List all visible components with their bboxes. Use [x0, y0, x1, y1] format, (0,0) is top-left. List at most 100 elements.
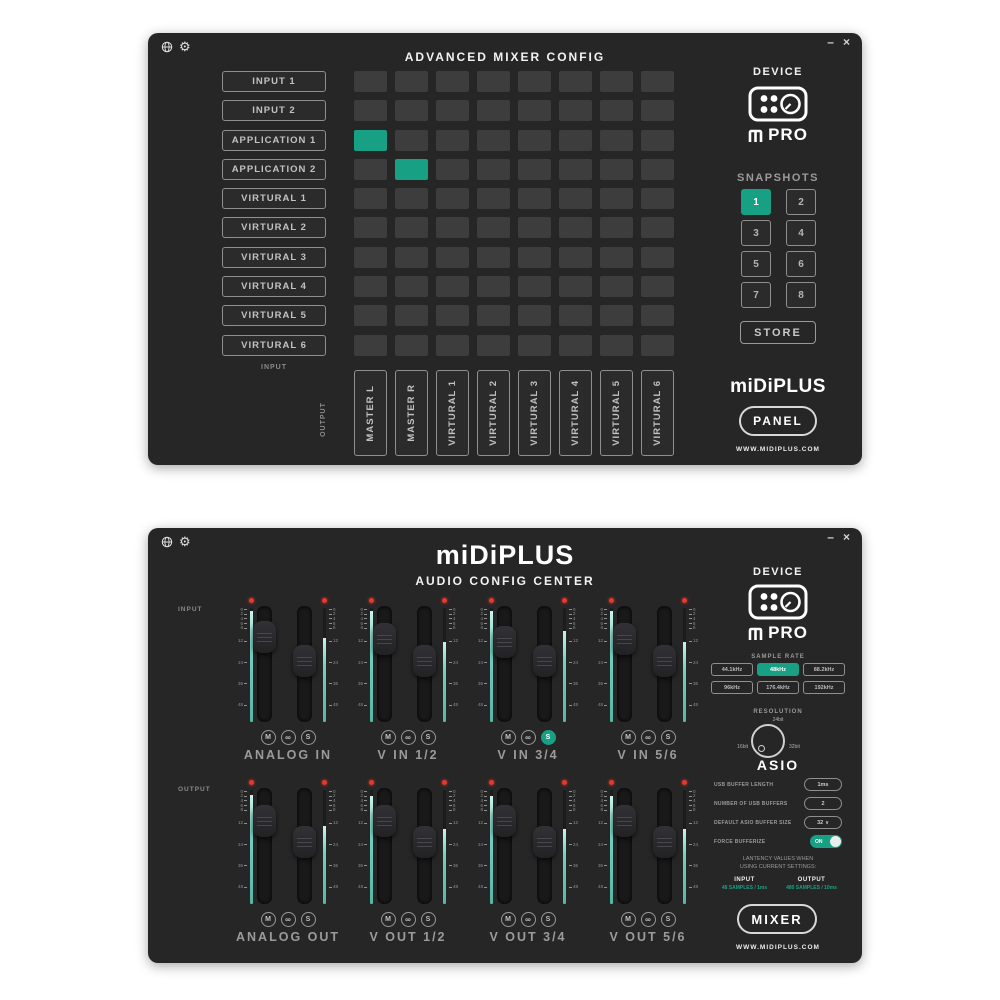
matrix-cell[interactable] — [559, 334, 592, 356]
sample-rate-48khz[interactable]: 48kHz — [757, 663, 799, 676]
matrix-cell[interactable] — [436, 246, 469, 268]
matrix-cell[interactable] — [477, 276, 510, 298]
matrix-row-virtural-4[interactable]: VIRTURAL 4 — [222, 276, 326, 298]
mute-button[interactable]: M — [380, 912, 396, 927]
matrix-row-virtural-6[interactable]: VIRTURAL 6 — [222, 334, 326, 356]
matrix-cell[interactable] — [436, 188, 469, 210]
matrix-cell[interactable] — [518, 129, 551, 151]
sample-rate-192khz[interactable]: 192kHz — [803, 681, 845, 694]
matrix-cell[interactable] — [559, 71, 592, 92]
matrix-cell[interactable] — [477, 100, 510, 122]
fader-knob[interactable] — [653, 644, 676, 677]
snapshot-button-6[interactable]: 6 — [786, 251, 816, 277]
link-channels-button[interactable]: ∞ — [280, 912, 296, 927]
link-channels-button[interactable]: ∞ — [640, 730, 656, 745]
matrix-cell[interactable] — [559, 276, 592, 298]
close-button[interactable]: × — [842, 530, 850, 544]
fader-knob[interactable] — [373, 622, 396, 655]
matrix-cell[interactable] — [477, 334, 510, 356]
matrix-cell[interactable] — [436, 217, 469, 239]
globe-icon[interactable] — [161, 536, 173, 548]
matrix-row-virtural-5[interactable]: VIRTURAL 5 — [222, 305, 326, 327]
matrix-cell[interactable] — [354, 188, 387, 210]
mixer-button[interactable]: MIXER — [737, 904, 817, 934]
matrix-cell[interactable] — [477, 71, 510, 92]
matrix-cell[interactable] — [395, 276, 428, 298]
matrix-cell[interactable] — [436, 71, 469, 92]
matrix-cell[interactable] — [395, 188, 428, 210]
matrix-cell[interactable] — [395, 129, 428, 151]
matrix-row-virtural-1[interactable]: VIRTURAL 1 — [222, 188, 326, 210]
matrix-col-virtural-2[interactable]: VIRTURAL 2 — [477, 370, 510, 456]
matrix-cell[interactable] — [600, 129, 633, 151]
fader-knob[interactable] — [293, 825, 316, 858]
matrix-cell[interactable] — [600, 334, 633, 356]
matrix-cell[interactable] — [559, 217, 592, 239]
matrix-cell[interactable] — [395, 246, 428, 268]
fader-knob[interactable] — [253, 621, 276, 654]
matrix-cell[interactable] — [559, 158, 592, 180]
snapshot-button-4[interactable]: 4 — [786, 220, 816, 246]
matrix-cell[interactable] — [354, 246, 387, 268]
matrix-cell[interactable] — [354, 334, 387, 356]
matrix-col-master-r[interactable]: MASTER R — [395, 370, 428, 456]
matrix-col-virtural-1[interactable]: VIRTURAL 1 — [436, 370, 469, 456]
matrix-cell[interactable] — [354, 305, 387, 327]
fader-knob[interactable] — [253, 804, 276, 837]
close-button[interactable]: × — [842, 35, 850, 49]
matrix-cell[interactable] — [600, 246, 633, 268]
matrix-cell[interactable] — [395, 158, 428, 180]
minimize-button[interactable]: – — [827, 530, 834, 544]
mute-button[interactable]: M — [260, 730, 276, 745]
matrix-cell[interactable] — [395, 71, 428, 92]
solo-button[interactable]: S — [660, 912, 676, 927]
matrix-cell[interactable] — [641, 217, 674, 239]
matrix-cell[interactable] — [395, 305, 428, 327]
matrix-cell[interactable] — [559, 100, 592, 122]
link-channels-button[interactable]: ∞ — [280, 730, 296, 745]
matrix-cell[interactable] — [477, 217, 510, 239]
mute-button[interactable]: M — [620, 730, 636, 745]
mute-button[interactable]: M — [380, 730, 396, 745]
matrix-cell[interactable] — [559, 129, 592, 151]
matrix-cell[interactable] — [600, 217, 633, 239]
force-bufferize-toggle[interactable]: ON — [810, 835, 842, 848]
matrix-cell[interactable] — [354, 129, 387, 151]
solo-button[interactable]: S — [540, 912, 556, 927]
matrix-row-virtural-3[interactable]: VIRTURAL 3 — [222, 246, 326, 268]
snapshot-button-2[interactable]: 2 — [786, 189, 816, 215]
snapshot-button-8[interactable]: 8 — [786, 282, 816, 308]
matrix-cell[interactable] — [641, 188, 674, 210]
store-button[interactable]: STORE — [740, 321, 816, 344]
matrix-cell[interactable] — [641, 246, 674, 268]
matrix-col-virtural-5[interactable]: VIRTURAL 5 — [600, 370, 633, 456]
matrix-row-application-2[interactable]: APPLICATION 2 — [222, 158, 326, 180]
mute-button[interactable]: M — [500, 730, 516, 745]
matrix-cell[interactable] — [600, 305, 633, 327]
sample-rate-44-1khz[interactable]: 44.1kHz — [711, 663, 753, 676]
matrix-cell[interactable] — [518, 334, 551, 356]
matrix-cell[interactable] — [600, 276, 633, 298]
matrix-cell[interactable] — [354, 276, 387, 298]
settings-gear-icon[interactable]: ⚙ — [179, 534, 191, 549]
matrix-cell[interactable] — [641, 71, 674, 92]
matrix-cell[interactable] — [477, 129, 510, 151]
matrix-cell[interactable] — [436, 276, 469, 298]
fader-knob[interactable] — [413, 825, 436, 858]
matrix-cell[interactable] — [559, 188, 592, 210]
fader-knob[interactable] — [373, 804, 396, 837]
link-channels-button[interactable]: ∞ — [520, 912, 536, 927]
minimize-button[interactable]: – — [827, 35, 834, 49]
solo-button[interactable]: S — [420, 912, 436, 927]
fader-knob[interactable] — [653, 825, 676, 858]
solo-button[interactable]: S — [540, 730, 556, 745]
matrix-cell[interactable] — [559, 246, 592, 268]
snapshot-button-5[interactable]: 5 — [741, 251, 771, 277]
matrix-cell[interactable] — [641, 305, 674, 327]
fader-knob[interactable] — [493, 626, 516, 659]
fader-knob[interactable] — [613, 804, 636, 837]
globe-icon[interactable] — [161, 41, 173, 53]
matrix-cell[interactable] — [354, 217, 387, 239]
link-channels-button[interactable]: ∞ — [400, 912, 416, 927]
matrix-cell[interactable] — [354, 158, 387, 180]
